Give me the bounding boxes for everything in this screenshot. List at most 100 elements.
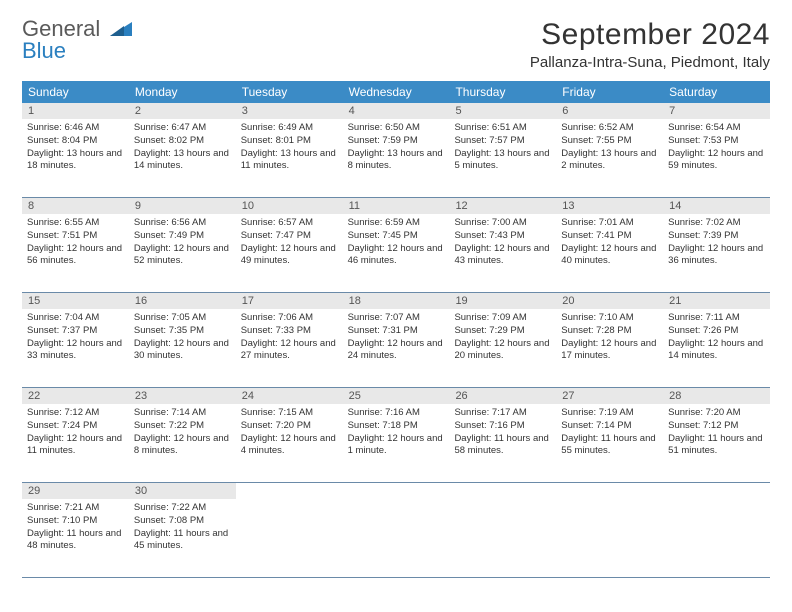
daylight-line: Daylight: 13 hours and 5 minutes. [454,148,551,174]
day-number: 7 [663,103,770,119]
daylight-line: Daylight: 12 hours and 59 minutes. [668,148,765,174]
sunset-line: Sunset: 7:10 PM [27,515,124,528]
week-row: Sunrise: 6:55 AMSunset: 7:51 PMDaylight:… [22,214,770,293]
day-number-empty [343,483,450,499]
day-cell: Sunrise: 6:50 AMSunset: 7:59 PMDaylight:… [343,119,450,197]
sunset-line: Sunset: 7:29 PM [454,325,551,338]
sunrise-line: Sunrise: 7:17 AM [454,407,551,420]
week-row: Sunrise: 7:12 AMSunset: 7:24 PMDaylight:… [22,404,770,483]
daylight-line: Daylight: 12 hours and 17 minutes. [561,338,658,364]
sunrise-line: Sunrise: 6:54 AM [668,122,765,135]
day-cell: Sunrise: 7:07 AMSunset: 7:31 PMDaylight:… [343,309,450,387]
daynum-row: 2930 [22,483,770,499]
daylight-line: Daylight: 12 hours and 8 minutes. [134,433,231,459]
day-number: 25 [343,388,450,404]
sunrise-line: Sunrise: 7:20 AM [668,407,765,420]
sunset-line: Sunset: 7:16 PM [454,420,551,433]
daylight-line: Daylight: 12 hours and 33 minutes. [27,338,124,364]
daylight-line: Daylight: 12 hours and 56 minutes. [27,243,124,269]
daynum-row: 891011121314 [22,198,770,214]
header: General Blue September 2024 Pallanza-Int… [22,18,770,71]
sunrise-line: Sunrise: 7:01 AM [561,217,658,230]
day-cell: Sunrise: 7:20 AMSunset: 7:12 PMDaylight:… [663,404,770,482]
calendar: SundayMondayTuesdayWednesdayThursdayFrid… [22,81,770,578]
sunset-line: Sunset: 7:45 PM [348,230,445,243]
daylight-line: Daylight: 12 hours and 27 minutes. [241,338,338,364]
daynum-row: 22232425262728 [22,388,770,404]
week-row: Sunrise: 7:21 AMSunset: 7:10 PMDaylight:… [22,499,770,578]
location: Pallanza-Intra-Suna, Piedmont, Italy [530,54,770,71]
daylight-line: Daylight: 11 hours and 58 minutes. [454,433,551,459]
sunrise-line: Sunrise: 7:12 AM [27,407,124,420]
sunset-line: Sunset: 7:55 PM [561,135,658,148]
sunset-line: Sunset: 7:22 PM [134,420,231,433]
sunrise-line: Sunrise: 6:46 AM [27,122,124,135]
sunrise-line: Sunrise: 7:10 AM [561,312,658,325]
day-cell: Sunrise: 7:00 AMSunset: 7:43 PMDaylight:… [449,214,556,292]
sunset-line: Sunset: 7:31 PM [348,325,445,338]
day-number: 30 [129,483,236,499]
sunset-line: Sunset: 7:18 PM [348,420,445,433]
sunrise-line: Sunrise: 7:07 AM [348,312,445,325]
day-cell: Sunrise: 6:47 AMSunset: 8:02 PMDaylight:… [129,119,236,197]
day-cell: Sunrise: 6:55 AMSunset: 7:51 PMDaylight:… [22,214,129,292]
day-number: 4 [343,103,450,119]
day-number: 11 [343,198,450,214]
sunrise-line: Sunrise: 7:15 AM [241,407,338,420]
day-cell: Sunrise: 6:54 AMSunset: 7:53 PMDaylight:… [663,119,770,197]
day-number: 24 [236,388,343,404]
day-cell: Sunrise: 6:52 AMSunset: 7:55 PMDaylight:… [556,119,663,197]
sunrise-line: Sunrise: 7:19 AM [561,407,658,420]
sunset-line: Sunset: 7:57 PM [454,135,551,148]
day-number: 26 [449,388,556,404]
sunset-line: Sunset: 7:39 PM [668,230,765,243]
weekday-thursday: Thursday [449,81,556,103]
week-row: Sunrise: 7:04 AMSunset: 7:37 PMDaylight:… [22,309,770,388]
day-number: 14 [663,198,770,214]
sunset-line: Sunset: 7:28 PM [561,325,658,338]
day-cell: Sunrise: 6:51 AMSunset: 7:57 PMDaylight:… [449,119,556,197]
day-number: 16 [129,293,236,309]
day-number: 9 [129,198,236,214]
day-number: 27 [556,388,663,404]
day-number: 13 [556,198,663,214]
day-cell-empty [556,499,663,577]
daylight-line: Daylight: 12 hours and 46 minutes. [348,243,445,269]
daylight-line: Daylight: 13 hours and 11 minutes. [241,148,338,174]
day-cell: Sunrise: 7:06 AMSunset: 7:33 PMDaylight:… [236,309,343,387]
day-cell-empty [663,499,770,577]
sunrise-line: Sunrise: 6:47 AM [134,122,231,135]
daylight-line: Daylight: 13 hours and 14 minutes. [134,148,231,174]
daylight-line: Daylight: 12 hours and 52 minutes. [134,243,231,269]
day-number: 18 [343,293,450,309]
sunrise-line: Sunrise: 7:05 AM [134,312,231,325]
sunrise-line: Sunrise: 7:02 AM [668,217,765,230]
weekday-tuesday: Tuesday [236,81,343,103]
daynum-row: 15161718192021 [22,293,770,309]
sunset-line: Sunset: 7:24 PM [27,420,124,433]
sunrise-line: Sunrise: 6:57 AM [241,217,338,230]
logo-triangle-icon [110,16,132,41]
week-row: Sunrise: 6:46 AMSunset: 8:04 PMDaylight:… [22,119,770,198]
daylight-line: Daylight: 12 hours and 11 minutes. [27,433,124,459]
day-cell-empty [343,499,450,577]
sunrise-line: Sunrise: 6:50 AM [348,122,445,135]
weekday-wednesday: Wednesday [343,81,450,103]
day-number: 1 [22,103,129,119]
sunset-line: Sunset: 7:51 PM [27,230,124,243]
day-cell: Sunrise: 7:09 AMSunset: 7:29 PMDaylight:… [449,309,556,387]
sunset-line: Sunset: 7:35 PM [134,325,231,338]
daylight-line: Daylight: 12 hours and 40 minutes. [561,243,658,269]
daylight-line: Daylight: 11 hours and 45 minutes. [134,528,231,554]
sunrise-line: Sunrise: 6:52 AM [561,122,658,135]
daylight-line: Daylight: 13 hours and 18 minutes. [27,148,124,174]
sunset-line: Sunset: 7:53 PM [668,135,765,148]
sunset-line: Sunset: 7:33 PM [241,325,338,338]
daylight-line: Daylight: 12 hours and 14 minutes. [668,338,765,364]
day-cell: Sunrise: 6:49 AMSunset: 8:01 PMDaylight:… [236,119,343,197]
day-cell: Sunrise: 7:15 AMSunset: 7:20 PMDaylight:… [236,404,343,482]
day-cell: Sunrise: 7:01 AMSunset: 7:41 PMDaylight:… [556,214,663,292]
weekday-monday: Monday [129,81,236,103]
day-cell: Sunrise: 7:11 AMSunset: 7:26 PMDaylight:… [663,309,770,387]
sunset-line: Sunset: 7:08 PM [134,515,231,528]
